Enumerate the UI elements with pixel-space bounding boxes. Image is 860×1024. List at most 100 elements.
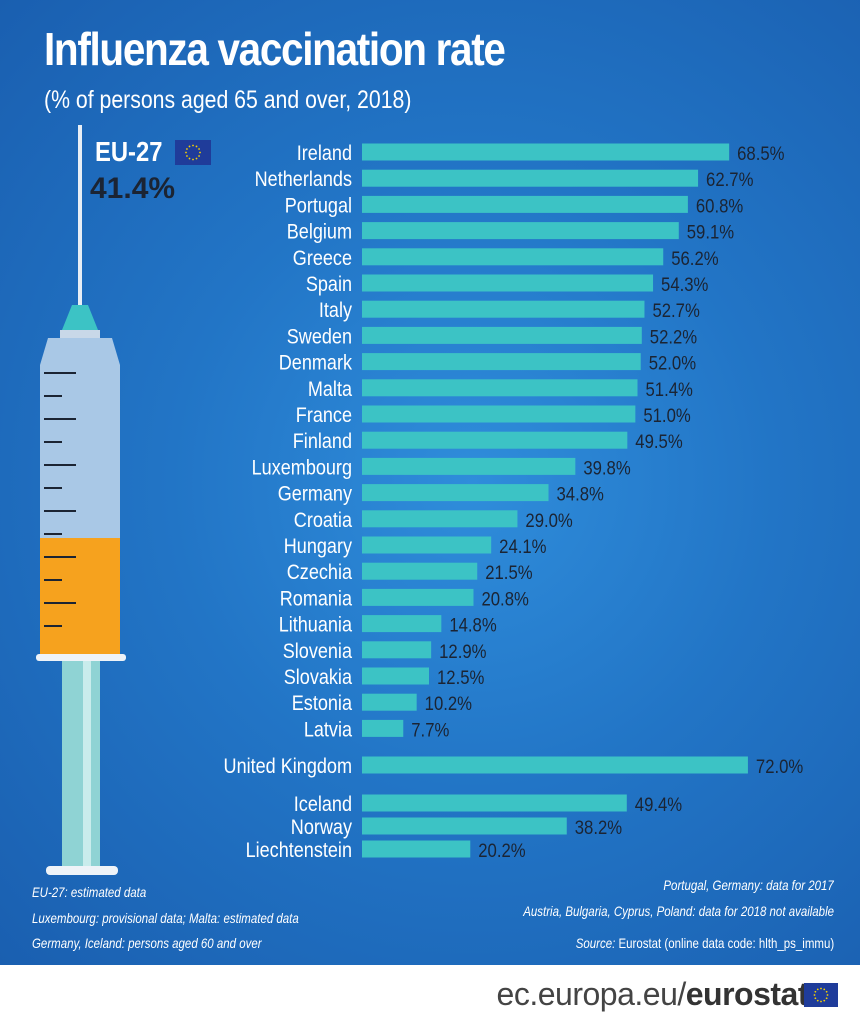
bar <box>362 641 432 659</box>
value-label: 49.4% <box>635 794 682 815</box>
value-label: 72.0% <box>756 756 803 777</box>
bar <box>362 667 429 685</box>
category-label: Denmark <box>279 351 352 375</box>
chart-subtitle: (% of persons aged 65 and over, 2018) <box>44 86 412 114</box>
value-label: 21.5% <box>485 562 532 583</box>
bar <box>362 195 688 213</box>
category-label: Estonia <box>292 692 352 716</box>
category-label: Norway <box>291 816 352 840</box>
category-label: Croatia <box>294 509 352 533</box>
eu-average-label: EU-27 <box>95 136 163 167</box>
note-eu27: EU-27: estimated data <box>32 884 147 900</box>
value-label: 51.4% <box>646 379 693 400</box>
value-label: 52.0% <box>649 353 696 374</box>
syringe-needle <box>78 125 82 310</box>
category-label: Slovenia <box>283 640 352 664</box>
bar <box>362 169 699 187</box>
bar <box>362 431 628 449</box>
source-label: Source: <box>575 935 616 951</box>
value-label: 10.2% <box>425 693 472 714</box>
bar <box>362 300 645 318</box>
category-label: Czechia <box>287 561 352 585</box>
chart-title: Influenza vaccination rate <box>44 23 506 75</box>
category-label: Greece <box>293 247 352 271</box>
value-label: 68.5% <box>737 143 784 164</box>
bar <box>362 405 636 423</box>
bar <box>362 756 748 774</box>
bar <box>362 693 417 711</box>
category-label: Germany <box>278 482 352 506</box>
infographic-panel: Influenza vaccination rate (% of persons… <box>0 0 860 965</box>
eu-average-value: 41.4% <box>90 172 176 205</box>
value-label: 7.7% <box>411 719 449 740</box>
value-label: 39.8% <box>583 457 630 478</box>
value-label: 59.1% <box>687 222 734 243</box>
bar <box>362 588 474 606</box>
bar <box>362 817 567 835</box>
bar <box>362 562 478 580</box>
syringe-hub <box>62 305 98 330</box>
value-label: 12.5% <box>437 667 484 688</box>
category-label: United Kingdom <box>224 755 352 779</box>
bar <box>362 457 576 475</box>
bar <box>362 536 492 554</box>
syringe-plunger <box>62 661 100 869</box>
category-label: Portugal <box>285 194 352 218</box>
category-label: Spain <box>306 273 352 297</box>
category-label: Malta <box>308 378 352 402</box>
bar <box>362 248 664 266</box>
value-label: 38.2% <box>575 817 622 838</box>
bar <box>362 274 654 292</box>
value-label: 54.3% <box>661 274 708 295</box>
eu-flag-icon <box>175 140 211 165</box>
bar <box>362 326 642 344</box>
value-label: 56.2% <box>671 248 718 269</box>
source-note: Source: Eurostat (online data code: hlth… <box>576 935 834 951</box>
category-label: Romania <box>280 587 352 611</box>
value-label: 62.7% <box>706 169 753 190</box>
footer-url[interactable]: ec.europa.eu/eurostat <box>496 976 809 1013</box>
value-label: 60.8% <box>696 195 743 216</box>
value-label: 12.9% <box>439 641 486 662</box>
value-label: 24.1% <box>499 536 546 557</box>
bar <box>362 143 730 161</box>
value-label: 51.0% <box>643 405 690 426</box>
category-label: France <box>296 404 352 428</box>
category-label: Iceland <box>294 793 352 817</box>
source-text: Eurostat (online data code: hlth_ps_immu… <box>615 935 834 951</box>
bar <box>362 510 518 528</box>
bar <box>362 794 627 812</box>
note-luxembourg-malta: Luxembourg: provisional data; Malta: est… <box>32 910 299 926</box>
value-label: 29.0% <box>525 510 572 531</box>
category-label: Latvia <box>304 718 352 742</box>
bar-chart: Ireland 68.5% Netherlands 62.7% Portugal 60.8… <box>224 142 804 863</box>
value-label: 14.8% <box>449 615 496 636</box>
note-germany-iceland: Germany, Iceland: persons aged 60 and ov… <box>32 935 262 951</box>
category-label: Slovakia <box>284 666 352 690</box>
bar <box>362 719 404 737</box>
note-portugal-germany: Portugal, Germany: data for 2017 <box>663 877 834 893</box>
category-label: Liechtenstein <box>246 839 352 863</box>
category-label: Netherlands <box>255 168 353 192</box>
value-label: 34.8% <box>557 484 604 505</box>
category-label: Ireland <box>297 142 352 166</box>
category-label: Hungary <box>284 535 352 559</box>
bar <box>362 615 442 633</box>
bar <box>362 840 471 858</box>
footer-url-brand: eurostat <box>685 976 809 1012</box>
category-label: Italy <box>319 299 352 323</box>
category-label: Finland <box>293 430 352 454</box>
syringe-illustration <box>36 125 126 875</box>
note-not-available: Austria, Bulgaria, Cyprus, Poland: data … <box>523 903 834 919</box>
value-label: 52.2% <box>650 326 697 347</box>
footer-url-prefix: ec.europa.eu/ <box>496 976 687 1012</box>
category-label: Sweden <box>287 325 352 349</box>
bar <box>362 353 641 371</box>
bar <box>362 484 549 502</box>
value-label: 20.8% <box>481 588 528 609</box>
bar <box>362 222 679 240</box>
value-label: 49.5% <box>635 431 682 452</box>
value-label: 20.2% <box>478 840 525 861</box>
eu-flag-icon <box>804 983 838 1007</box>
bar <box>362 379 638 397</box>
